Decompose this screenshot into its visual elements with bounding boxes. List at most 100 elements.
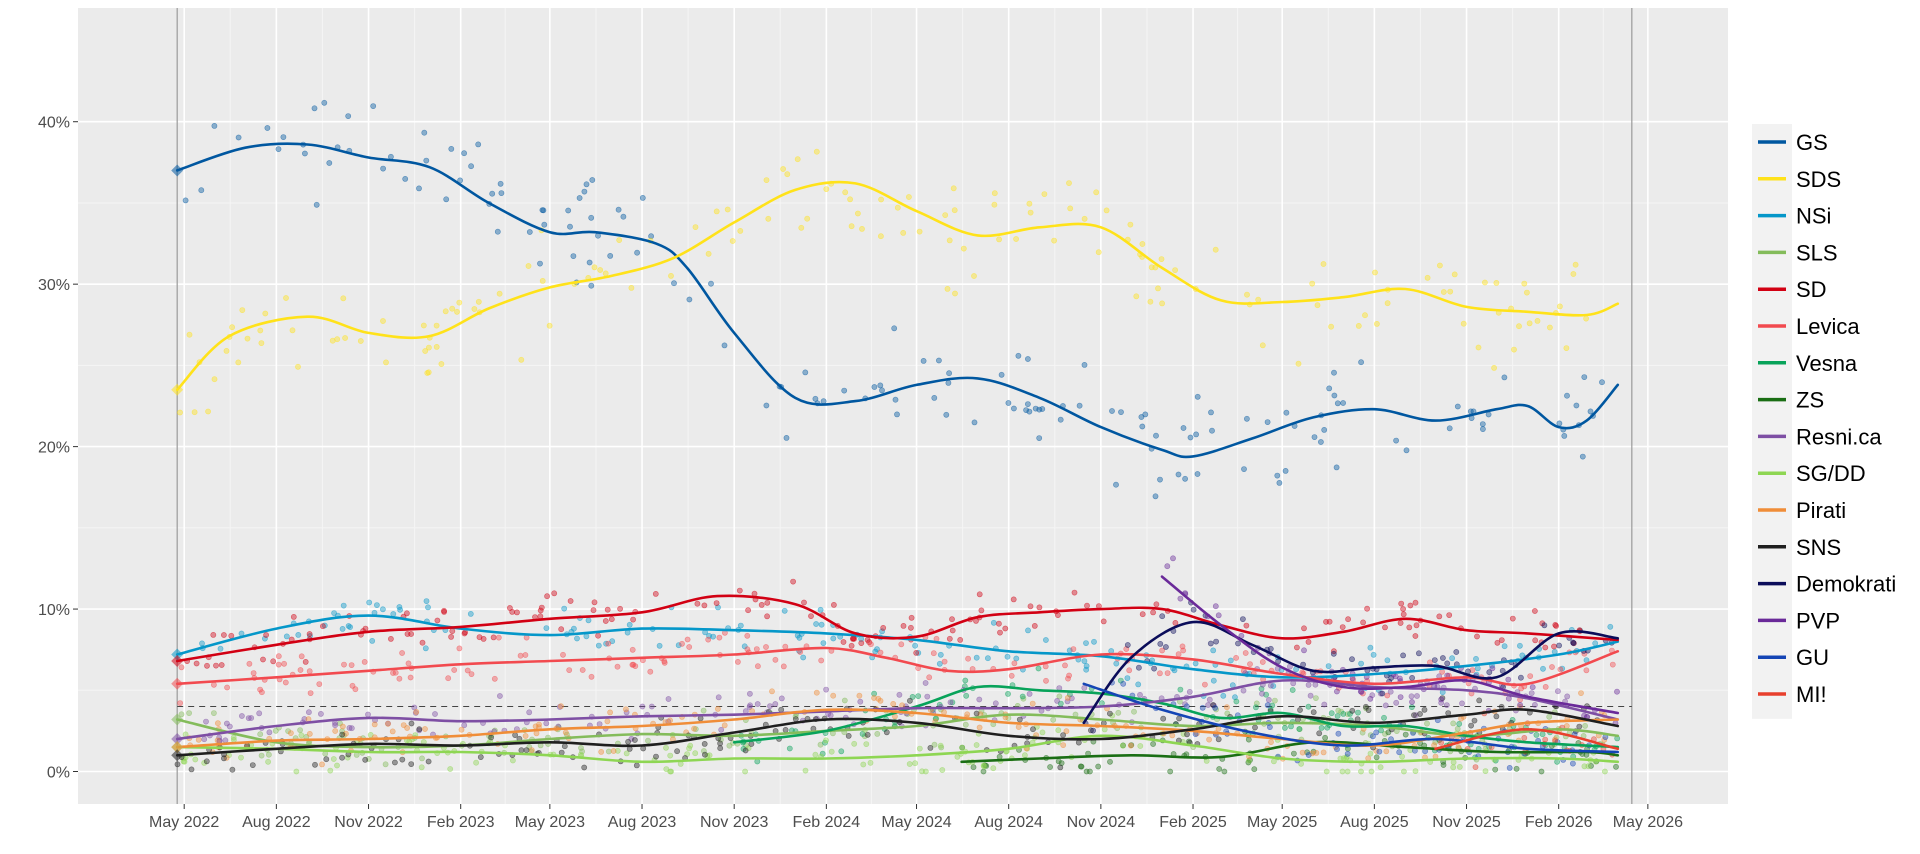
poll-point [1479, 421, 1486, 427]
poll-point [1555, 688, 1561, 695]
poll-point [306, 668, 313, 675]
poll-point [1058, 760, 1065, 766]
poll-point [449, 628, 456, 634]
poll-point [906, 194, 912, 200]
poll-point [991, 201, 998, 208]
poll-point [976, 696, 983, 703]
plot-panel [78, 8, 1728, 804]
poll-point [1485, 411, 1492, 418]
poll-point [581, 764, 588, 771]
poll-point [926, 674, 933, 681]
poll-point [402, 175, 409, 182]
poll-point [686, 296, 693, 303]
poll-point [1206, 736, 1212, 743]
poll-point [510, 757, 516, 764]
poll-point [239, 307, 246, 313]
poll-point [936, 660, 943, 667]
poll-point [1382, 731, 1388, 737]
poll-point [1400, 652, 1406, 659]
trend-line-gs [175, 142, 1620, 459]
poll-point [742, 747, 749, 754]
poll-point [790, 578, 796, 585]
x-tick-label: Feb 2023 [427, 814, 495, 831]
poll-point [191, 409, 198, 416]
poll-point [595, 642, 602, 649]
poll-point [1443, 702, 1450, 708]
poll-point [912, 760, 918, 767]
poll-point [880, 625, 887, 631]
poll-point [1501, 374, 1508, 381]
poll-point [818, 657, 825, 664]
poll-point [1489, 665, 1496, 672]
poll-point [1075, 739, 1082, 746]
poll-point [1498, 703, 1505, 710]
poll-point [365, 711, 371, 718]
poll-point [287, 730, 294, 736]
poll-point [230, 734, 237, 741]
poll-point [744, 632, 751, 639]
x-tick-label: Nov 2025 [1432, 814, 1501, 831]
poll-point [188, 766, 195, 773]
poll-point [765, 215, 772, 222]
poll-point [1272, 697, 1278, 704]
poll-point [1318, 725, 1325, 731]
poll-point [763, 177, 770, 183]
poll-point [838, 748, 845, 755]
legend-key-background [1752, 124, 1792, 719]
poll-point [1316, 730, 1323, 737]
poll-point [454, 308, 460, 315]
poll-point [1103, 207, 1110, 214]
poll-point [1050, 716, 1057, 723]
poll-point [1187, 434, 1194, 441]
poll-point [1202, 681, 1208, 688]
poll-point [1107, 710, 1113, 717]
poll-point [539, 277, 546, 284]
poll-point [936, 357, 942, 364]
poll-point [1498, 637, 1505, 643]
poll-point [1408, 693, 1415, 700]
poll-point [1467, 408, 1474, 415]
poll-point [366, 599, 373, 606]
poll-point [1570, 760, 1576, 767]
poll-point [1083, 666, 1090, 673]
poll-point [223, 347, 230, 354]
poll-point [561, 743, 568, 750]
poll-point [1056, 693, 1063, 700]
poll-point [1542, 684, 1549, 690]
poll-point [341, 661, 347, 668]
poll-point [1334, 688, 1340, 695]
poll-point [1158, 256, 1165, 262]
poll-point [978, 607, 985, 614]
poll-point [262, 310, 269, 317]
poll-point [1383, 748, 1390, 755]
poll-point [270, 658, 277, 665]
poll-point [289, 327, 296, 334]
poll-point [957, 637, 964, 643]
poll-point [1409, 675, 1415, 681]
poll-point [198, 187, 205, 194]
poll-point [1360, 619, 1366, 626]
poll-point [1541, 622, 1548, 629]
poll-point [626, 746, 633, 752]
poll-point [518, 356, 525, 363]
poll-point [1301, 647, 1307, 654]
poll-point [1070, 646, 1077, 652]
poll-point [408, 720, 415, 727]
poll-point [890, 701, 897, 707]
poll-point [604, 606, 611, 613]
poll-point [1139, 241, 1146, 247]
poll-point [971, 273, 977, 279]
poll-point [1554, 758, 1560, 765]
election-markers [171, 164, 184, 762]
poll-point [813, 621, 819, 627]
poll-point [1101, 726, 1108, 733]
poll-point [1015, 724, 1022, 730]
poll-point [1126, 667, 1133, 674]
poll-point [1031, 623, 1038, 629]
poll-point [970, 764, 977, 771]
poll-point [1081, 685, 1088, 691]
poll-point [1180, 425, 1187, 431]
poll-point [778, 695, 785, 702]
poll-point [1573, 402, 1580, 409]
poll-point [769, 688, 775, 695]
